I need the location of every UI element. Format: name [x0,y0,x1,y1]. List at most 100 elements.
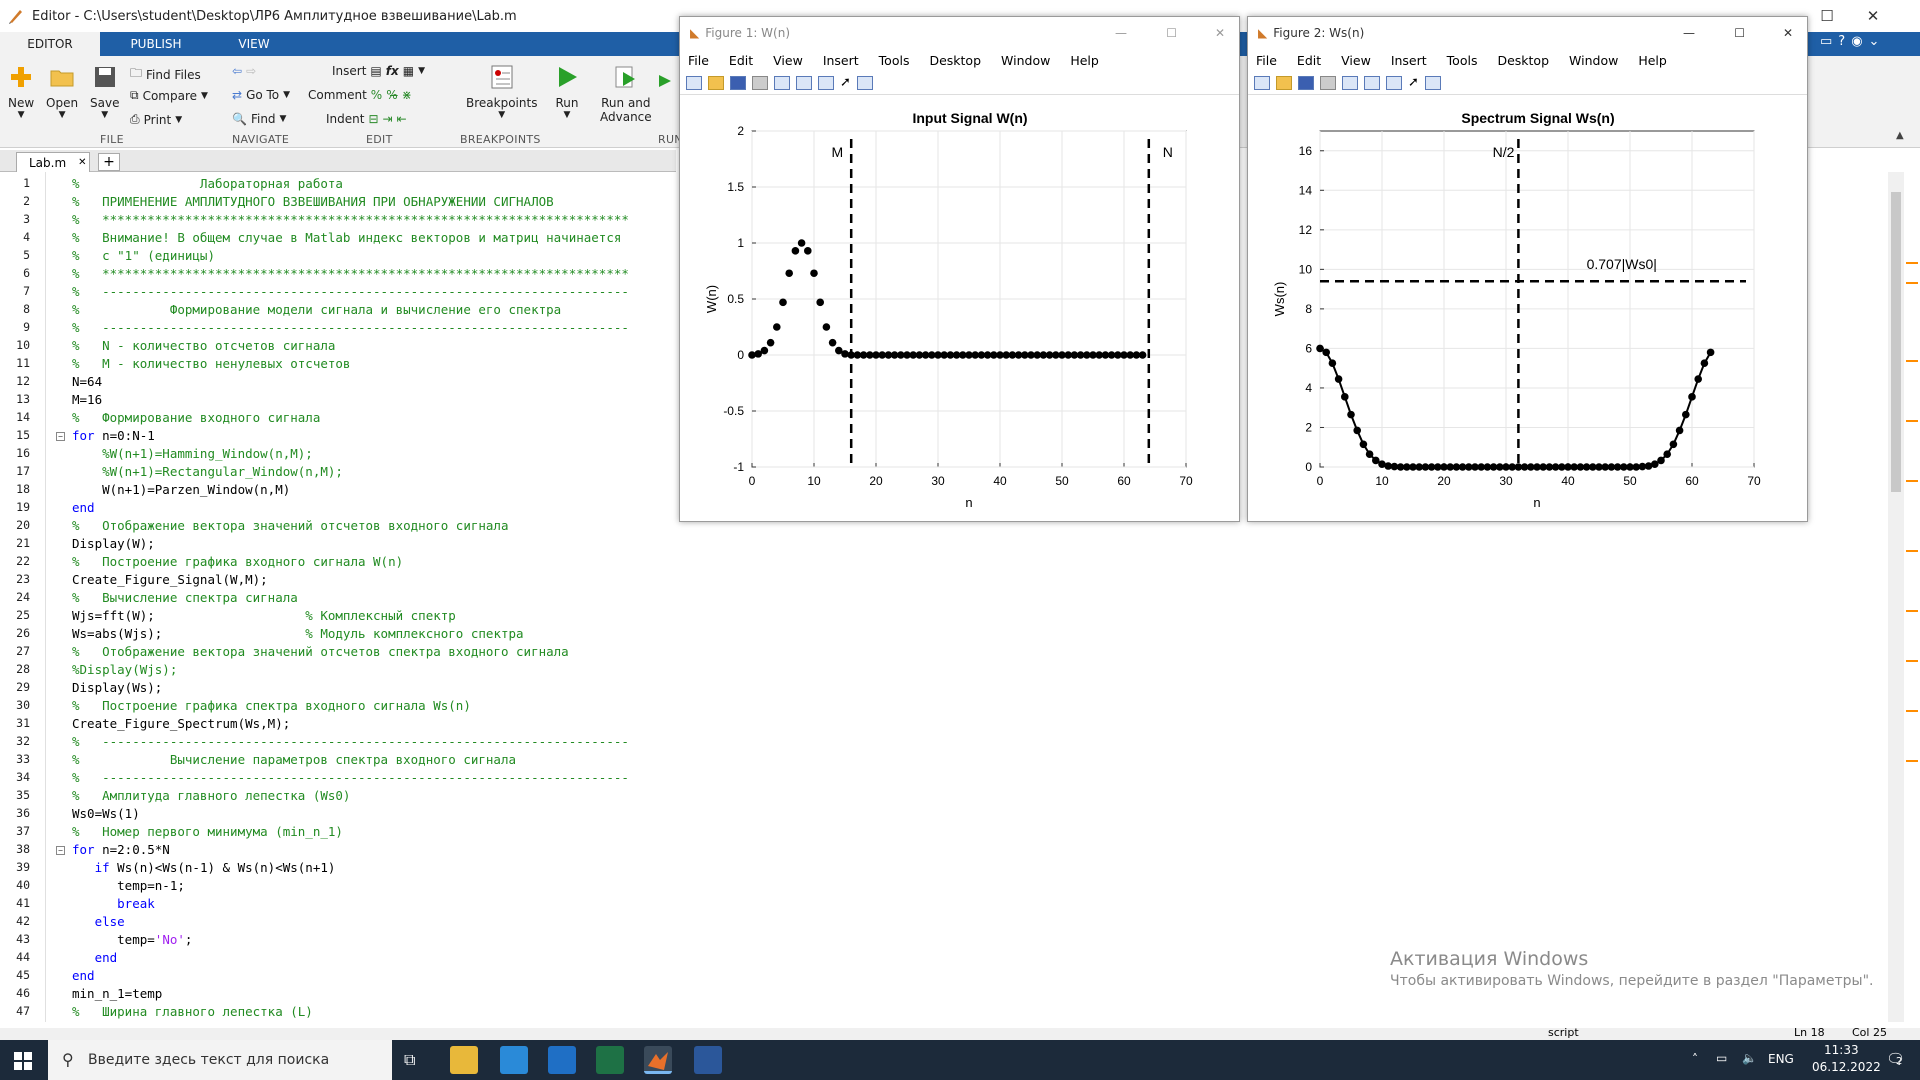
code-line[interactable]: 16 %W(n+1)=Hamming_Window(n,M); [0,446,676,464]
code-line[interactable]: 35 % Амплитуда главного лепестка (Ws0) [0,788,676,806]
code-line[interactable]: 5 % с "1" (единицы) [0,248,676,266]
code-line[interactable]: 32 % ------------------------------------… [0,734,676,752]
code-line[interactable]: 36 Ws0=Ws(1) [0,806,676,824]
menu-tools[interactable]: Tools [878,52,910,68]
figure-window-1[interactable]: ◣ Figure 1: W(n) — ☐ ✕ File Edit View In… [679,16,1240,522]
run-section-button[interactable] [656,72,674,90]
code-line[interactable]: 3 % *************************************… [0,212,676,230]
code-line[interactable]: 23 Create_Figure_Signal(W,M); [0,572,676,590]
warning-mark[interactable] [1906,262,1918,264]
menu-help[interactable]: Help [1070,52,1099,68]
code-line[interactable]: 41 break [0,896,676,914]
code-line[interactable]: 2 % ПРИМЕНЕНИЕ АМПЛИТУДНОГО ВЗВЕШИВАНИЯ П… [0,194,676,212]
new-tab-button[interactable]: + [98,153,120,171]
new-figure-icon[interactable] [1254,75,1270,90]
language-indicator[interactable]: ENG [1768,1052,1794,1066]
volume-icon[interactable]: 🔈 [1742,1051,1757,1065]
tray-overflow-icon[interactable]: ˄ [1692,1052,1698,1066]
legend-icon[interactable] [1386,75,1402,90]
figure2-maximize[interactable]: ☐ [1734,26,1745,40]
code-line[interactable]: 19 end [0,500,676,518]
fold-toggle-icon[interactable]: − [56,846,65,855]
code-line[interactable]: 30 % Построение графика спектра входного … [0,698,676,716]
code-line[interactable]: 27 % Отображение вектора значений отсчето… [0,644,676,662]
code-line[interactable]: 38 − for n=2:0.5*N [0,842,676,860]
breakpoints-button[interactable]: Breakpoints ▼ [466,64,537,120]
notification-icon[interactable]: 🗨 [1886,1050,1906,1068]
code-line[interactable]: 6 % *************************************… [0,266,676,284]
print-button[interactable]: ⎙ Print ▼ [130,112,183,127]
menu-file[interactable]: File [1256,52,1277,68]
menu-window[interactable]: Window [1001,52,1051,68]
code-line[interactable]: 39 if Ws(n)<Ws(n-1) & Ws(n)<Ws(n+1) [0,860,676,878]
warning-mark[interactable] [1906,420,1918,422]
colorbar-icon[interactable] [1364,75,1380,90]
menu-view[interactable]: View [773,52,803,68]
print-figure-icon[interactable] [752,75,768,90]
code-line[interactable]: 47 % Ширина главного лепестка (L) [0,1004,676,1022]
code-line[interactable]: 45 end [0,968,676,986]
menu-edit[interactable]: Edit [1296,52,1322,68]
figure1-maximize[interactable]: ☐ [1166,26,1177,40]
pointer-icon[interactable]: ➚ [1408,75,1419,90]
help-icon[interactable]: ? [1838,34,1846,49]
warning-mark[interactable] [1906,610,1918,612]
menu-tools[interactable]: Tools [1446,52,1478,68]
tab-view[interactable]: VIEW [238,37,270,51]
close-button[interactable]: ✕ [1866,7,1880,25]
warning-mark[interactable] [1906,480,1918,482]
file-tab-lab[interactable]: Lab.m ✕ [16,152,90,172]
windows-start-icon[interactable] [14,1052,32,1070]
code-line[interactable]: 10 % N - количество отсчетов сигнала [0,338,676,356]
code-line[interactable]: 29 Display(Ws); [0,680,676,698]
indent-button[interactable]: Indent ⊟ ⇥ ⇤ [326,112,407,126]
menu-insert[interactable]: Insert [1390,52,1427,68]
mail-taskbar-icon[interactable] [548,1046,576,1074]
link-plot-icon[interactable] [1342,75,1358,90]
goto-button[interactable]: ⇄ Go To ▼ [232,88,291,102]
warning-mark[interactable] [1906,760,1918,762]
pointer-icon[interactable]: ➚ [840,75,851,90]
figure1-minimize[interactable]: — [1115,26,1127,40]
figure-window-2[interactable]: ◣ Figure 2: Ws(n) — ☐ ✕ File Edit View I… [1247,16,1808,522]
code-line[interactable]: 44 end [0,950,676,968]
menu-insert[interactable]: Insert [822,52,859,68]
code-line[interactable]: 21 Display(W); [0,536,676,554]
excel-taskbar-icon[interactable] [596,1046,624,1074]
compare-button[interactable]: ⧉ Compare ▼ [130,88,208,103]
figure2-plot[interactable]: Spectrum Signal Ws(n) 0 10 20 30 40 50 60 70 16… [1248,97,1807,521]
code-line[interactable]: 9 % -------------------------------------… [0,320,676,338]
link-plot-icon[interactable] [774,75,790,90]
print-figure-icon[interactable] [1320,75,1336,90]
code-line[interactable]: 8 % Формирование модели сигнала и вычисле… [0,302,676,320]
code-line[interactable]: 11 % M - количество ненулевых отсчетов [0,356,676,374]
clock-date[interactable]: 06.12.2022 [1812,1060,1881,1074]
warning-mark[interactable] [1906,282,1918,284]
code-line[interactable]: 43 temp='No'; [0,932,676,950]
new-figure-icon[interactable] [686,75,702,90]
nav-arrows[interactable]: ⇦ ⇨ [232,64,256,78]
code-line[interactable]: 28 %Display(Wjs); [0,662,676,680]
new-button[interactable]: New ▼ [8,64,34,120]
network-icon[interactable]: ▭ [1716,1051,1728,1065]
save-figure-icon[interactable] [1298,75,1314,90]
code-line[interactable]: 13 M=16 [0,392,676,410]
maximize-button[interactable]: ☐ [1820,7,1834,25]
menu-view[interactable]: View [1341,52,1371,68]
menu-help[interactable]: Help [1638,52,1667,68]
open-file-icon[interactable] [708,75,724,90]
code-line[interactable]: 7 % -------------------------------------… [0,284,676,302]
collapse-ribbon-icon[interactable]: ▲ [1896,130,1904,141]
undock-icon[interactable]: ◉ [1851,34,1863,49]
tab-publish[interactable]: PUBLISH [130,37,182,51]
run-advance-button[interactable]: Run and Advance [600,64,652,124]
figure2-close[interactable]: ✕ [1782,26,1793,40]
warning-mark[interactable] [1906,660,1918,662]
find-files-button[interactable]: 🗀 Find Files [130,64,201,85]
code-line[interactable]: 42 else [0,914,676,932]
code-line[interactable]: 1 % Лабораторная работа [0,176,676,194]
code-line[interactable]: 14 % Формирование входного сигнала [0,410,676,428]
code-line[interactable]: 20 % Отображение вектора значений отсчето… [0,518,676,536]
code-line[interactable]: 12 N=64 [0,374,676,392]
code-line[interactable]: 46 min_n_1=temp [0,986,676,1004]
